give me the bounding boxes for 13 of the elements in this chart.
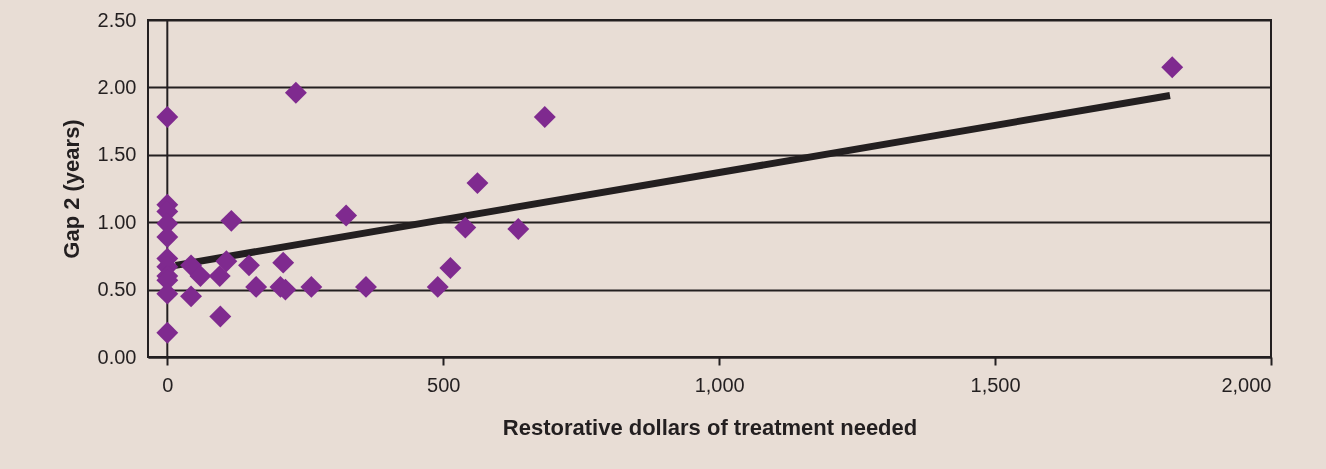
y-tick-label: 0.50 bbox=[97, 278, 137, 301]
y-tick-label: 1.00 bbox=[97, 210, 137, 233]
x-tick-label: 1,500 bbox=[970, 373, 1021, 396]
y-axis-title: Gap 2 (years) bbox=[58, 119, 84, 259]
y-tick-label: 2.00 bbox=[97, 75, 137, 98]
x-tick-label: 0 bbox=[162, 373, 174, 396]
x-tick-label: 500 bbox=[427, 373, 461, 396]
x-tick-label: 1,000 bbox=[694, 373, 745, 396]
x-axis-title: Restorative dollars of treatment needed bbox=[502, 414, 918, 440]
y-tick-label: 1.50 bbox=[97, 143, 137, 166]
y-tick-label: 2.50 bbox=[97, 8, 137, 31]
x-tick-label: 2,000 bbox=[1221, 373, 1272, 396]
y-tick-label: 0.00 bbox=[97, 345, 137, 368]
